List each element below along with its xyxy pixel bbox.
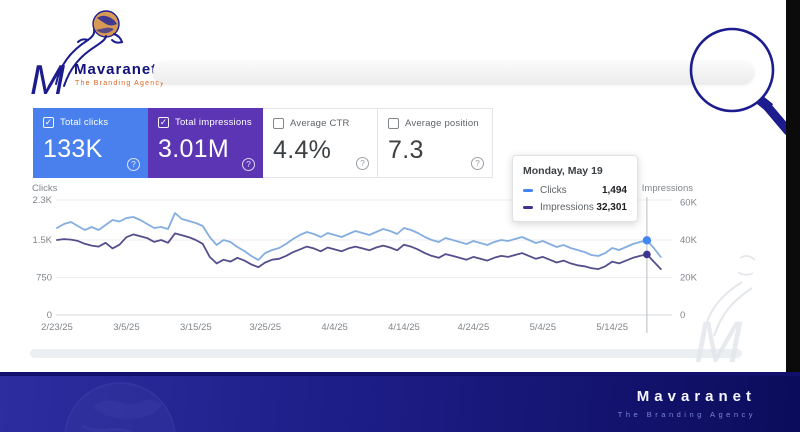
left-axis-tick: 0 — [47, 310, 52, 321]
logo-globe-icon — [92, 10, 120, 38]
card-label: Total clicks — [60, 117, 109, 128]
tooltip-row-impressions: Impressions 32,301 — [523, 202, 627, 213]
brand-name: Mavaranet — [74, 61, 157, 78]
card-value: 3.01M — [158, 135, 229, 163]
right-axis-tick: 0 — [680, 310, 685, 321]
x-axis-tick: 2/23/25 — [41, 322, 73, 333]
brand-tagline: The Branding Agency — [75, 80, 165, 87]
x-axis-tick: 5/4/25 — [530, 322, 556, 333]
footer-brand-tagline: The Branding Agency — [617, 410, 756, 419]
clicks-series-dash-icon — [523, 189, 533, 192]
brand-logo: M Mavaranet The Branding Agency — [26, 6, 186, 102]
tooltip-label: Clicks — [540, 185, 567, 196]
checkbox-unchecked-icon[interactable] — [388, 118, 399, 129]
footer-globe-icon — [64, 382, 176, 432]
clicks-line — [56, 212, 662, 261]
footer-brand: Mavaranet The Branding Agency — [618, 388, 756, 419]
x-axis-tick: 3/5/25 — [113, 322, 139, 333]
checkbox-unchecked-icon[interactable] — [273, 118, 284, 129]
tooltip-label: Impressions — [540, 202, 594, 213]
card-value: 133K — [43, 135, 103, 163]
logo-monogram: M — [30, 56, 65, 102]
checkbox-checked-icon[interactable]: ✓ — [158, 117, 169, 128]
card-total-clicks[interactable]: ✓ Total clicks 133K ? — [33, 108, 148, 178]
tooltip-value: 1,494 — [601, 185, 627, 196]
left-axis-tick: 1.5K — [32, 235, 52, 246]
card-total-impressions[interactable]: ✓ Total impressions 3.01M ? — [148, 108, 263, 178]
watermark-logo: M — [694, 255, 756, 370]
x-axis-tick: 4/24/25 — [458, 322, 490, 333]
card-label: Total impressions — [175, 117, 252, 128]
card-label: Average CTR — [290, 118, 350, 129]
left-axis-tick: 750 — [36, 273, 52, 284]
card-value: 4.4% — [273, 136, 332, 164]
performance-chart[interactable]: Clicks Impressions 2.3K 1.5K 750 0 60K 40K 20K 0 2… — [30, 183, 770, 345]
left-axis-tick: 2.3K — [32, 195, 52, 206]
left-axis-title: Clicks — [32, 183, 58, 194]
logo-hand-icon — [55, 29, 124, 87]
x-axis-tick: 3/15/25 — [180, 322, 212, 333]
card-label: Average position — [405, 118, 479, 129]
right-axis-tick: 20K — [680, 273, 698, 284]
right-axis-tick: 60K — [680, 198, 698, 209]
tooltip-row-clicks: Clicks 1,494 — [523, 185, 627, 196]
x-axis-tick: 3/25/25 — [249, 322, 281, 333]
checkbox-checked-icon[interactable]: ✓ — [43, 117, 54, 128]
help-icon[interactable]: ? — [356, 157, 369, 170]
decorative-search-bar — [153, 59, 754, 83]
right-axis-title: Impressions — [642, 183, 693, 194]
card-average-position[interactable]: Average position 7.3 ? — [378, 108, 493, 178]
x-axis-tick: 4/14/25 — [388, 322, 420, 333]
magnifier-icon — [689, 27, 793, 136]
card-value: 7.3 — [388, 136, 424, 164]
chart-tooltip: Monday, May 19 Clicks 1,494 Impressions … — [512, 155, 638, 222]
help-icon[interactable]: ? — [471, 157, 484, 170]
footer: Mavaranet The Branding Agency — [0, 372, 800, 432]
help-icon[interactable]: ? — [127, 158, 140, 171]
metric-cards-row: ✓ Total clicks 133K ? ✓ Total impression… — [33, 108, 493, 178]
impressions-line — [56, 232, 662, 270]
card-average-ctr[interactable]: Average CTR 4.4% ? — [263, 108, 378, 178]
impressions-hover-dot — [643, 250, 651, 259]
right-edge-black-strip — [786, 0, 800, 432]
tooltip-value: 32,301 — [596, 202, 627, 213]
horizontal-scrollbar[interactable] — [30, 349, 742, 358]
impressions-series-dash-icon — [523, 206, 533, 209]
right-axis-tick: 40K — [680, 235, 698, 246]
tooltip-date: Monday, May 19 — [523, 165, 603, 177]
footer-brand-name: Mavaranet — [636, 388, 756, 405]
brand-logo-art: M Mavaranet The Branding Agency — [30, 10, 165, 102]
x-axis-tick: 4/4/25 — [321, 322, 347, 333]
svg-text:M: M — [694, 310, 743, 370]
x-axis-tick: 5/14/25 — [596, 322, 628, 333]
help-icon[interactable]: ? — [242, 158, 255, 171]
clicks-hover-dot — [642, 236, 652, 245]
